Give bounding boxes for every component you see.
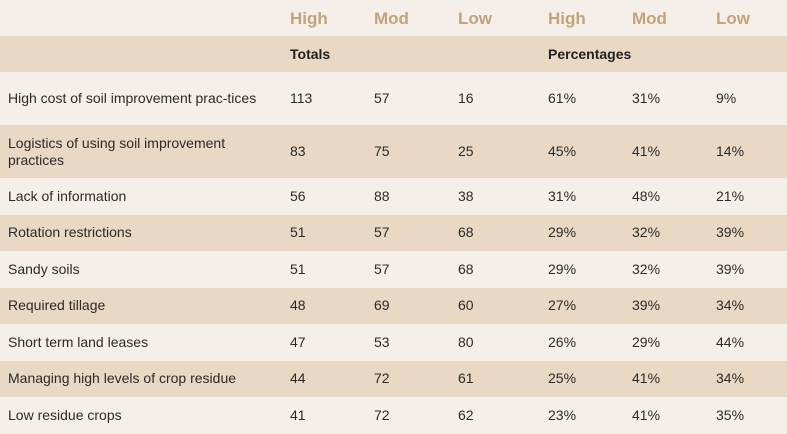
table-row: Lack of information 56 88 38 31% 48% 21% [0, 178, 787, 215]
cell-totals-mod: 75 [374, 143, 390, 159]
cell-pct-high: 26% [548, 333, 577, 350]
table-row: High cost of soil improvement prac-tices… [0, 72, 787, 125]
cell-totals-low: 62 [458, 406, 474, 423]
cell-pct-mod: 31% [632, 90, 661, 106]
cell-pct-mod: 41% [632, 406, 661, 423]
cell-totals-mod: 69 [374, 297, 390, 314]
row-label: Managing high levels of crop residue [8, 370, 237, 387]
table-body: High cost of soil improvement prac-tices… [0, 72, 787, 434]
cell-pct-mod: 29% [632, 333, 661, 350]
cell-totals-high: 48 [290, 297, 306, 314]
cell-pct-low: 35% [716, 406, 745, 423]
table-row: Required tillage 48 69 60 27% 39% 34% [0, 287, 787, 324]
cell-pct-high: 23% [548, 406, 577, 423]
cell-totals-low: 60 [458, 297, 474, 314]
cell-totals-low: 38 [458, 187, 474, 204]
cell-pct-low: 14% [716, 143, 745, 159]
cell-totals-low: 61 [458, 370, 474, 387]
cell-pct-mod: 48% [632, 187, 661, 204]
cell-totals-mod: 57 [374, 260, 390, 277]
cell-pct-mod: 41% [632, 370, 661, 387]
cell-pct-high: 25% [548, 370, 577, 387]
row-label: Short term land leases [8, 333, 149, 350]
table-row: Rotation restrictions 51 57 68 29% 32% 39% [0, 214, 787, 251]
cell-totals-high: 83 [290, 143, 306, 159]
cell-pct-low: 9% [716, 90, 737, 106]
row-label: Logistics of using soil improvement prac… [8, 134, 226, 168]
cell-totals-high: 47 [290, 333, 306, 350]
cell-totals-high: 51 [290, 260, 306, 277]
level-header-row: High Mod Low High Mod Low [0, 0, 787, 36]
cell-totals-high: 56 [290, 187, 306, 204]
cell-pct-low: 21% [716, 187, 745, 204]
col-header-totals-mod: Mod [374, 8, 409, 28]
cell-totals-high: 51 [290, 224, 306, 241]
table-row: Sandy soils 51 57 68 29% 32% 39% [0, 251, 787, 288]
table-row: Short term land leases 47 53 80 26% 29% 44% [0, 324, 787, 361]
cell-pct-mod: 41% [632, 143, 661, 159]
cell-pct-mod: 32% [632, 224, 661, 241]
group-header-totals: Totals [290, 45, 331, 62]
row-label: Sandy soils [8, 260, 80, 277]
cell-pct-high: 29% [548, 260, 577, 277]
cell-totals-low: 25 [458, 143, 474, 159]
cell-pct-high: 29% [548, 224, 577, 241]
cell-totals-mod: 53 [374, 333, 390, 350]
cell-pct-low: 39% [716, 224, 745, 241]
group-corner-cell [0, 36, 282, 72]
cell-pct-low: 34% [716, 297, 745, 314]
row-label: Rotation restrictions [8, 224, 132, 241]
cell-totals-low: 68 [458, 260, 474, 277]
cell-pct-high: 61% [548, 90, 577, 106]
col-header-totals-high: High [290, 8, 328, 28]
cell-pct-high: 45% [548, 143, 577, 159]
cell-pct-high: 31% [548, 187, 577, 204]
cell-pct-high: 27% [548, 297, 577, 314]
corner-cell [0, 0, 282, 36]
row-label: Lack of information [8, 187, 127, 204]
group-header-percentages: Percentages [548, 45, 632, 62]
col-header-pct-high: High [548, 8, 586, 28]
cell-totals-mod: 88 [374, 187, 390, 204]
group-header-row: Totals Percentages [0, 36, 787, 72]
cell-totals-mod: 72 [374, 406, 390, 423]
col-header-pct-mod: Mod [632, 8, 667, 28]
col-header-totals-low: Low [458, 8, 492, 28]
table-row: Low residue crops 41 72 62 23% 41% 35% [0, 397, 787, 434]
cell-totals-low: 80 [458, 333, 474, 350]
cell-totals-mod: 57 [374, 90, 390, 106]
table-row: Managing high levels of crop residue 44 72… [0, 360, 787, 397]
cell-totals-mod: 57 [374, 224, 390, 241]
table-row: Logistics of using soil improvement prac… [0, 125, 787, 178]
cell-totals-high: 113 [290, 90, 313, 106]
cell-totals-high: 44 [290, 370, 306, 387]
cell-totals-low: 68 [458, 224, 474, 241]
cell-pct-low: 44% [716, 333, 745, 350]
cell-totals-high: 41 [290, 406, 306, 423]
col-header-pct-low: Low [716, 8, 750, 28]
cell-pct-mod: 39% [632, 297, 661, 314]
cell-pct-low: 34% [716, 370, 745, 387]
cell-totals-mod: 72 [374, 370, 390, 387]
cell-totals-low: 16 [458, 90, 474, 106]
row-label: Low residue crops [8, 406, 122, 423]
row-label: Required tillage [8, 297, 106, 314]
cell-pct-mod: 32% [632, 260, 661, 277]
row-label: High cost of soil improvement prac-tices [8, 90, 257, 106]
cell-pct-low: 39% [716, 260, 745, 277]
